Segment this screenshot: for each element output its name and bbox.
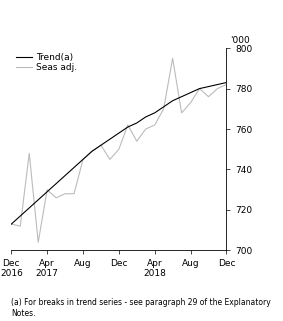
Text: (a) For breaks in trend series - see paragraph 29 of the Explanatory
Notes.: (a) For breaks in trend series - see par… <box>11 299 271 318</box>
Text: '000: '000 <box>231 36 250 45</box>
Legend: Trend(a), Seas adj.: Trend(a), Seas adj. <box>16 53 77 73</box>
